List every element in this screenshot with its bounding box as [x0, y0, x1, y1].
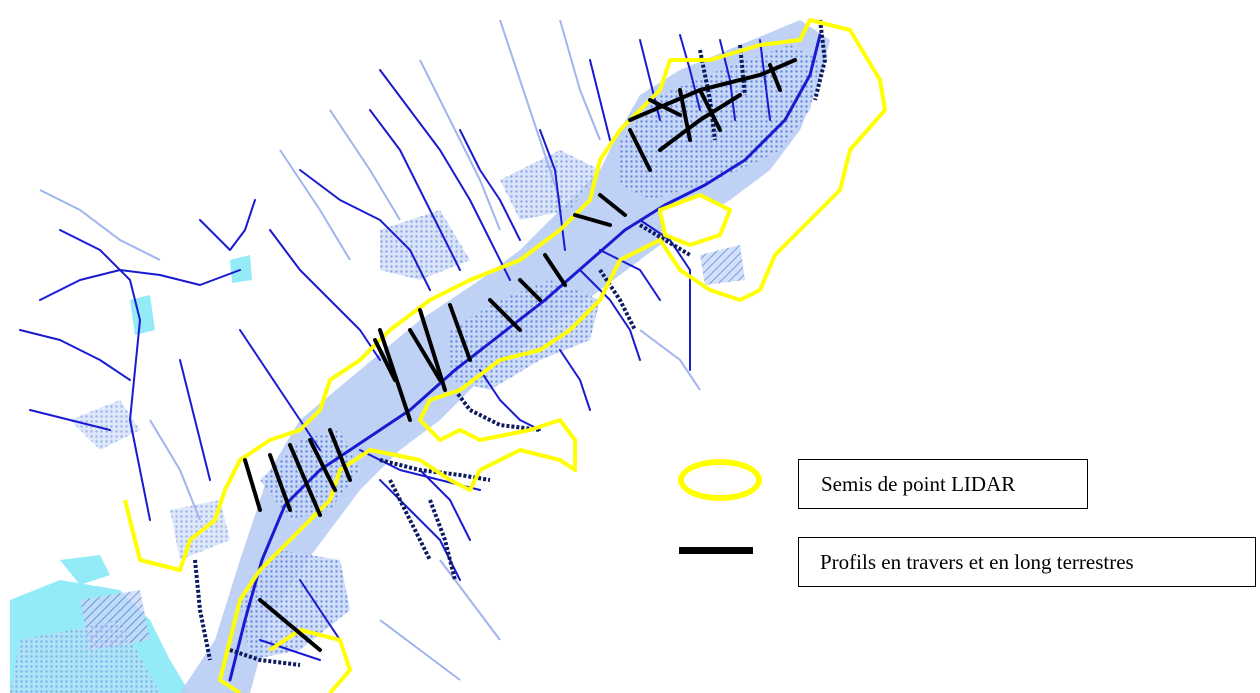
floodplain-area — [10, 20, 830, 693]
terrestrial-profiles — [243, 58, 797, 652]
river-network — [19, 33, 822, 682]
lidar-legend-label: Semis de point LIDAR — [821, 471, 1016, 496]
lidar-legend-box: Semis de point LIDAR — [798, 459, 1088, 509]
minor-streams — [39, 19, 701, 681]
lidar-coverage-outline — [123, 18, 887, 693]
profils-legend-label: Profils en travers et en long terrestres — [820, 549, 1134, 574]
lidar-legend-symbol — [678, 459, 762, 501]
profils-legend-box: Profils en travers et en long terrestres — [798, 537, 1256, 587]
profils-legend-symbol — [679, 547, 753, 554]
